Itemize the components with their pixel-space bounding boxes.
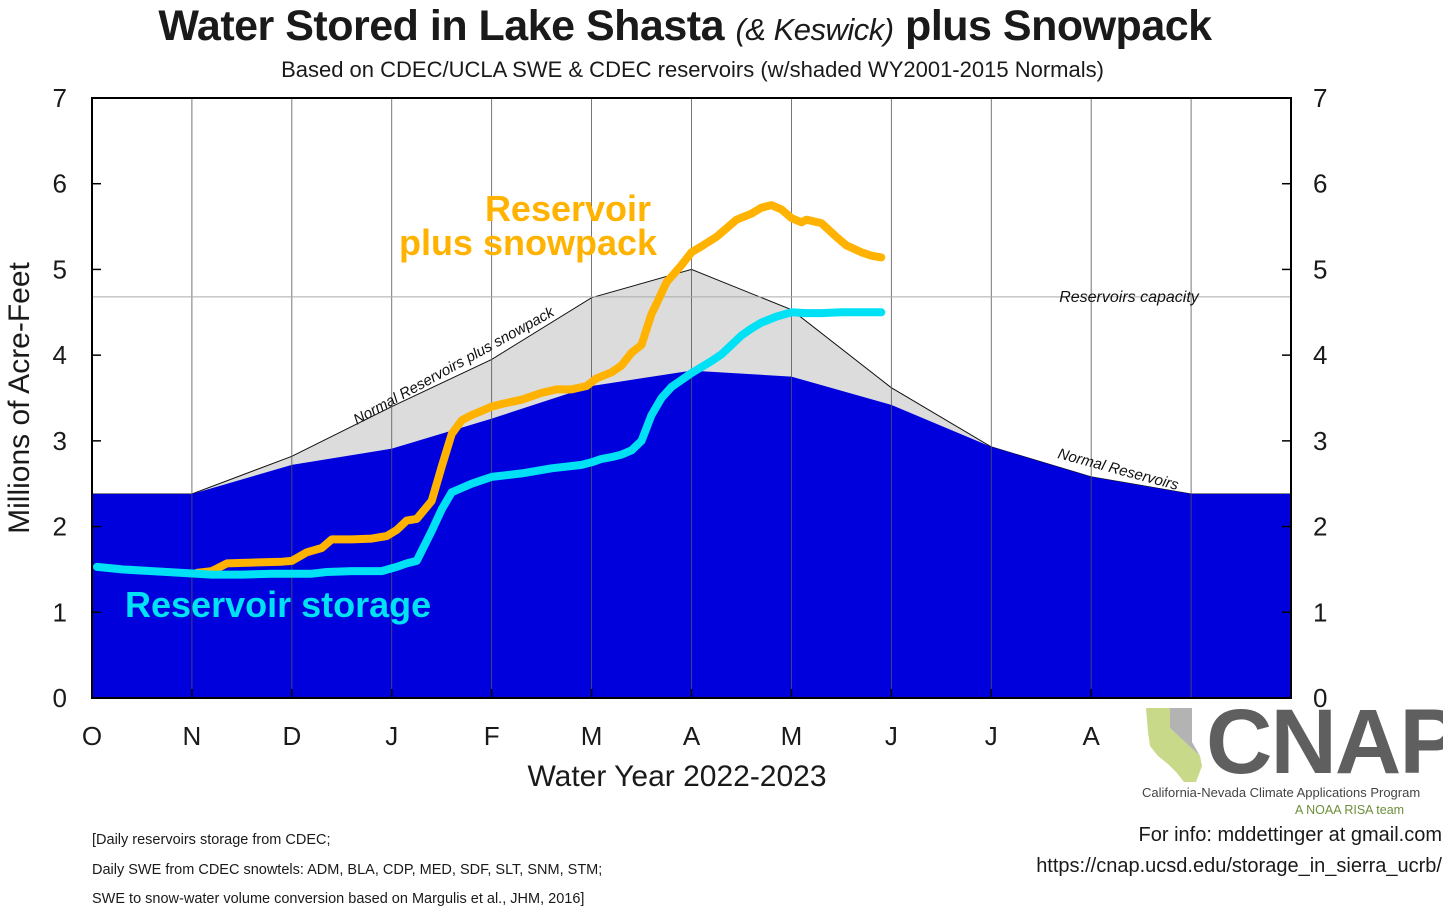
title-tail: plus Snowpack — [905, 2, 1212, 50]
reservoir-plus-snowpack-label: plus snowpack — [399, 222, 658, 263]
y-tick-label-right: 7 — [1313, 83, 1327, 113]
reservoir-plus-snowpack-label: Reservoir — [485, 188, 651, 229]
x-tick-label: J — [385, 721, 398, 751]
x-tick-label: D — [282, 721, 301, 751]
y-tick-label-left: 2 — [53, 512, 67, 542]
california-nevada-map-icon — [1146, 708, 1202, 782]
y-tick-label-left: 6 — [53, 169, 67, 199]
logo-subtag: A NOAA RISA team — [1295, 803, 1405, 817]
y-tick-label-right: 5 — [1313, 254, 1327, 284]
x-tick-label: A — [683, 721, 701, 751]
y-tick-label-right: 2 — [1313, 512, 1327, 542]
y-axis-title: Millions of Acre-Feet — [3, 261, 36, 533]
contact-info: For info: mddettinger at gmail.com https… — [1036, 820, 1442, 882]
y-tick-label-right: 4 — [1313, 340, 1327, 370]
x-tick-label: A — [1082, 721, 1100, 751]
note-line: SWE to snow-water volume conversion base… — [92, 891, 585, 907]
cnap-logo: CNAP California-Nevada Climate Applicati… — [1140, 691, 1443, 822]
y-tick-label-left: 7 — [53, 83, 67, 113]
x-tick-label: J — [985, 721, 998, 751]
reservoir-plus-snowpack-line — [192, 201, 886, 577]
y-tick-label-left: 0 — [53, 683, 67, 713]
y-tick-label-left: 5 — [53, 254, 67, 284]
x-tick-label: O — [82, 721, 102, 751]
title-main: Water Stored in Lake Shasta — [158, 2, 724, 50]
logo-wordmark: CNAP — [1206, 691, 1443, 793]
y-tick-label-right: 1 — [1313, 597, 1327, 627]
chart-subtitle: Based on CDEC/UCLA SWE & CDEC reservoirs… — [281, 57, 1104, 82]
chart-title: Water Stored in Lake Shasta (& Keswick) … — [0, 2, 1370, 51]
y-tick-label-left: 4 — [53, 340, 67, 370]
x-tick-label: M — [581, 721, 603, 751]
capacity-label: Reservoirs capacity — [1059, 289, 1200, 306]
x-tick-label: J — [885, 721, 898, 751]
y-tick-label-left: 3 — [53, 426, 67, 456]
x-tick-label: F — [484, 721, 500, 751]
y-tick-label-left: 1 — [53, 597, 67, 627]
reservoir-storage-line — [93, 308, 886, 579]
x-tick-label: M — [781, 721, 803, 751]
y-tick-label-right: 6 — [1313, 169, 1327, 199]
source-notes: [Daily reservoirs storage from CDEC; Dai… — [92, 826, 602, 915]
x-tick-label: N — [183, 721, 202, 751]
reservoir-storage-label: Reservoir storage — [125, 584, 431, 625]
title-paren: (& Keswick) — [735, 12, 894, 47]
y-tick-label-right: 3 — [1313, 426, 1327, 456]
contact-email: For info: mddettinger at gmail.com — [1138, 824, 1442, 846]
info-url[interactable]: https://cnap.ucsd.edu/storage_in_sierra_… — [1036, 855, 1442, 877]
note-line: Daily SWE from CDEC snowtels: ADM, BLA, … — [92, 861, 603, 878]
note-line: [Daily reservoirs storage from CDEC; — [92, 832, 331, 848]
x-axis-title: Water Year 2022-2023 — [527, 760, 826, 793]
logo-tagline: California-Nevada Climate Applications P… — [1142, 785, 1421, 800]
y-tick-label-right: 0 — [1313, 683, 1327, 713]
